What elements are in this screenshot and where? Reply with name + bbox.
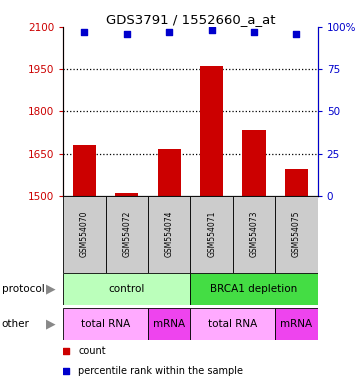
Text: mRNA: mRNA (153, 319, 185, 329)
Text: GSM554072: GSM554072 (122, 211, 131, 257)
Bar (190, 308, 275, 340)
Text: total RNA: total RNA (81, 319, 130, 329)
Bar (275, 196, 318, 273)
Bar (285, 169, 308, 196)
Text: ▶: ▶ (46, 318, 56, 330)
Text: protocol: protocol (2, 284, 44, 295)
Point (211, 271, 217, 277)
Bar (233, 196, 275, 273)
Point (211, 96, 217, 102)
Point (124, 31, 130, 37)
Text: control: control (109, 284, 145, 295)
Bar (63, 308, 148, 340)
Bar (242, 130, 266, 196)
Text: mRNA: mRNA (280, 319, 313, 329)
Text: ▶: ▶ (46, 283, 56, 296)
Bar (63, 273, 190, 305)
Bar (115, 193, 139, 196)
Bar (275, 308, 318, 340)
Point (251, 29, 257, 35)
Bar (190, 273, 318, 305)
Text: GSM554073: GSM554073 (249, 211, 258, 258)
Text: GSM554075: GSM554075 (292, 211, 301, 258)
Bar (148, 196, 191, 273)
Bar (148, 308, 191, 340)
Point (293, 31, 299, 37)
Bar (105, 196, 148, 273)
Text: GSM554074: GSM554074 (165, 211, 174, 258)
Text: total RNA: total RNA (208, 319, 257, 329)
Text: GSM554071: GSM554071 (207, 211, 216, 257)
Bar (63, 196, 105, 273)
Bar (190, 196, 233, 273)
Text: count: count (78, 346, 106, 356)
Title: GDS3791 / 1552660_a_at: GDS3791 / 1552660_a_at (106, 13, 275, 26)
Point (82, 29, 87, 35)
Point (166, 29, 172, 35)
Bar (157, 149, 181, 196)
Text: percentile rank within the sample: percentile rank within the sample (78, 366, 243, 376)
Point (209, 27, 214, 33)
Bar (73, 145, 96, 196)
Text: GSM554070: GSM554070 (80, 211, 89, 258)
Bar (200, 66, 223, 196)
Text: other: other (2, 319, 30, 329)
Text: BRCA1 depletion: BRCA1 depletion (210, 284, 298, 295)
